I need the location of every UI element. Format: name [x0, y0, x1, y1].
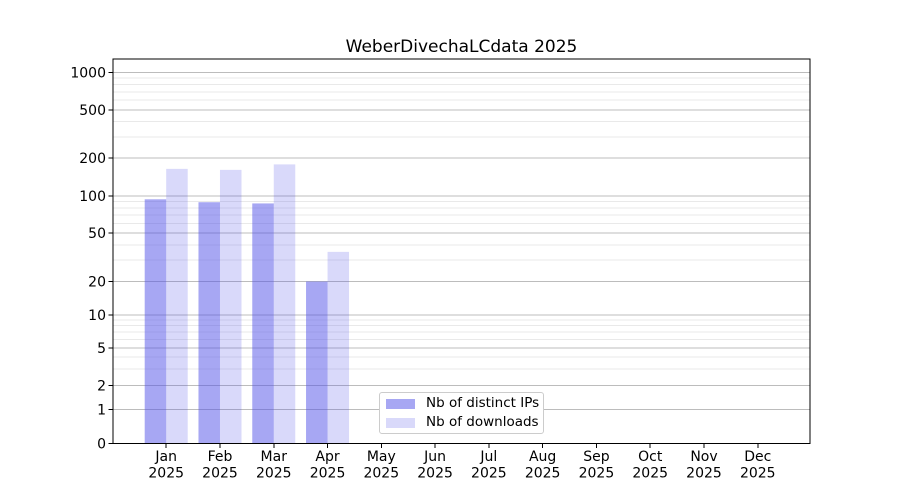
x-tick-label-year-feb: 2025: [202, 466, 238, 482]
bar-nb-of-downloads-mar: [273, 164, 296, 444]
y-tick-label-5: 5: [97, 341, 106, 357]
x-tick-label-month-jul: Jul: [479, 449, 497, 465]
x-tick-label-month-mar: Mar: [261, 449, 288, 465]
y-tick-labels: 0 1 2 5 10 20 50 100 200 500 1000: [70, 66, 106, 453]
x-tick-label-month-oct: Oct: [638, 449, 663, 465]
y-tick-label-50: 50: [88, 226, 106, 242]
legend: Nb of distinct IPs Nb of downloads: [379, 392, 544, 434]
legend-item-downloads: Nb of downloads: [386, 414, 543, 431]
y-tick-label-0: 0: [97, 436, 106, 452]
bar-nb-of-distinct-ips-apr: [306, 281, 328, 444]
legend-swatch-downloads-icon: [386, 417, 415, 428]
x-tick-label-month-dec: Dec: [744, 449, 771, 465]
y-tick-label-10: 10: [88, 308, 106, 324]
legend-item-distinct-ips: Nb of distinct IPs: [386, 395, 543, 412]
x-tick-label-year-dec: 2025: [740, 466, 776, 482]
bars-distinct-ips: [144, 199, 328, 444]
y-tick-label-1000: 1000: [70, 66, 106, 82]
y-tick-label-1: 1: [97, 403, 106, 419]
x-tick-label-year-nov: 2025: [686, 466, 722, 482]
y-tick-label-20: 20: [88, 275, 106, 291]
x-tick-label-year-aug: 2025: [525, 466, 561, 482]
x-tick-label-year-oct: 2025: [632, 466, 668, 482]
y-tick-label-100: 100: [79, 189, 106, 205]
legend-swatch-distinct-ips-icon: [386, 398, 415, 409]
y-tick-label-500: 500: [79, 103, 106, 119]
x-tick-label-month-jun: Jun: [423, 449, 446, 465]
bar-nb-of-distinct-ips-feb: [198, 202, 220, 444]
x-tick-label-month-may: May: [367, 449, 396, 465]
y-tick-label-2: 2: [97, 379, 106, 395]
axes-spines: [112, 58, 811, 444]
x-tick-label-year-mar: 2025: [256, 466, 292, 482]
x-tick-label-month-jan: Jan: [154, 449, 177, 465]
tick-marks: [108, 72, 759, 448]
gridlines-minor: [113, 77, 810, 370]
legend-label-downloads: Nb of downloads: [426, 413, 539, 430]
x-tick-label-year-may: 2025: [363, 466, 399, 482]
x-tick-label-month-sep: Sep: [583, 449, 610, 465]
bar-nb-of-downloads-apr: [327, 251, 350, 444]
bars-downloads: [166, 164, 350, 444]
chart-title: WeberDivechaLCdata 2025: [345, 37, 578, 57]
x-tick-label-year-jan: 2025: [148, 466, 184, 482]
x-tick-label-year-apr: 2025: [310, 466, 346, 482]
legend-label-distinct-ips: Nb of distinct IPs: [426, 394, 540, 411]
x-tick-label-month-apr: Apr: [315, 449, 339, 465]
y-tick-label-200: 200: [79, 151, 106, 167]
bar-nb-of-distinct-ips-mar: [252, 203, 274, 444]
x-tick-labels: Jan2025Feb2025Mar2025Apr2025May2025Jun20…: [148, 449, 775, 482]
x-tick-label-year-sep: 2025: [579, 466, 615, 482]
x-tick-label-year-jul: 2025: [471, 466, 507, 482]
bar-nb-of-downloads-jan: [166, 168, 188, 444]
x-tick-label-year-jun: 2025: [417, 466, 453, 482]
bar-nb-of-distinct-ips-jan: [144, 199, 167, 444]
x-tick-label-month-nov: Nov: [690, 449, 717, 465]
x-tick-label-month-aug: Aug: [529, 449, 556, 465]
x-tick-label-month-feb: Feb: [208, 449, 233, 465]
bar-nb-of-downloads-feb: [219, 169, 242, 444]
